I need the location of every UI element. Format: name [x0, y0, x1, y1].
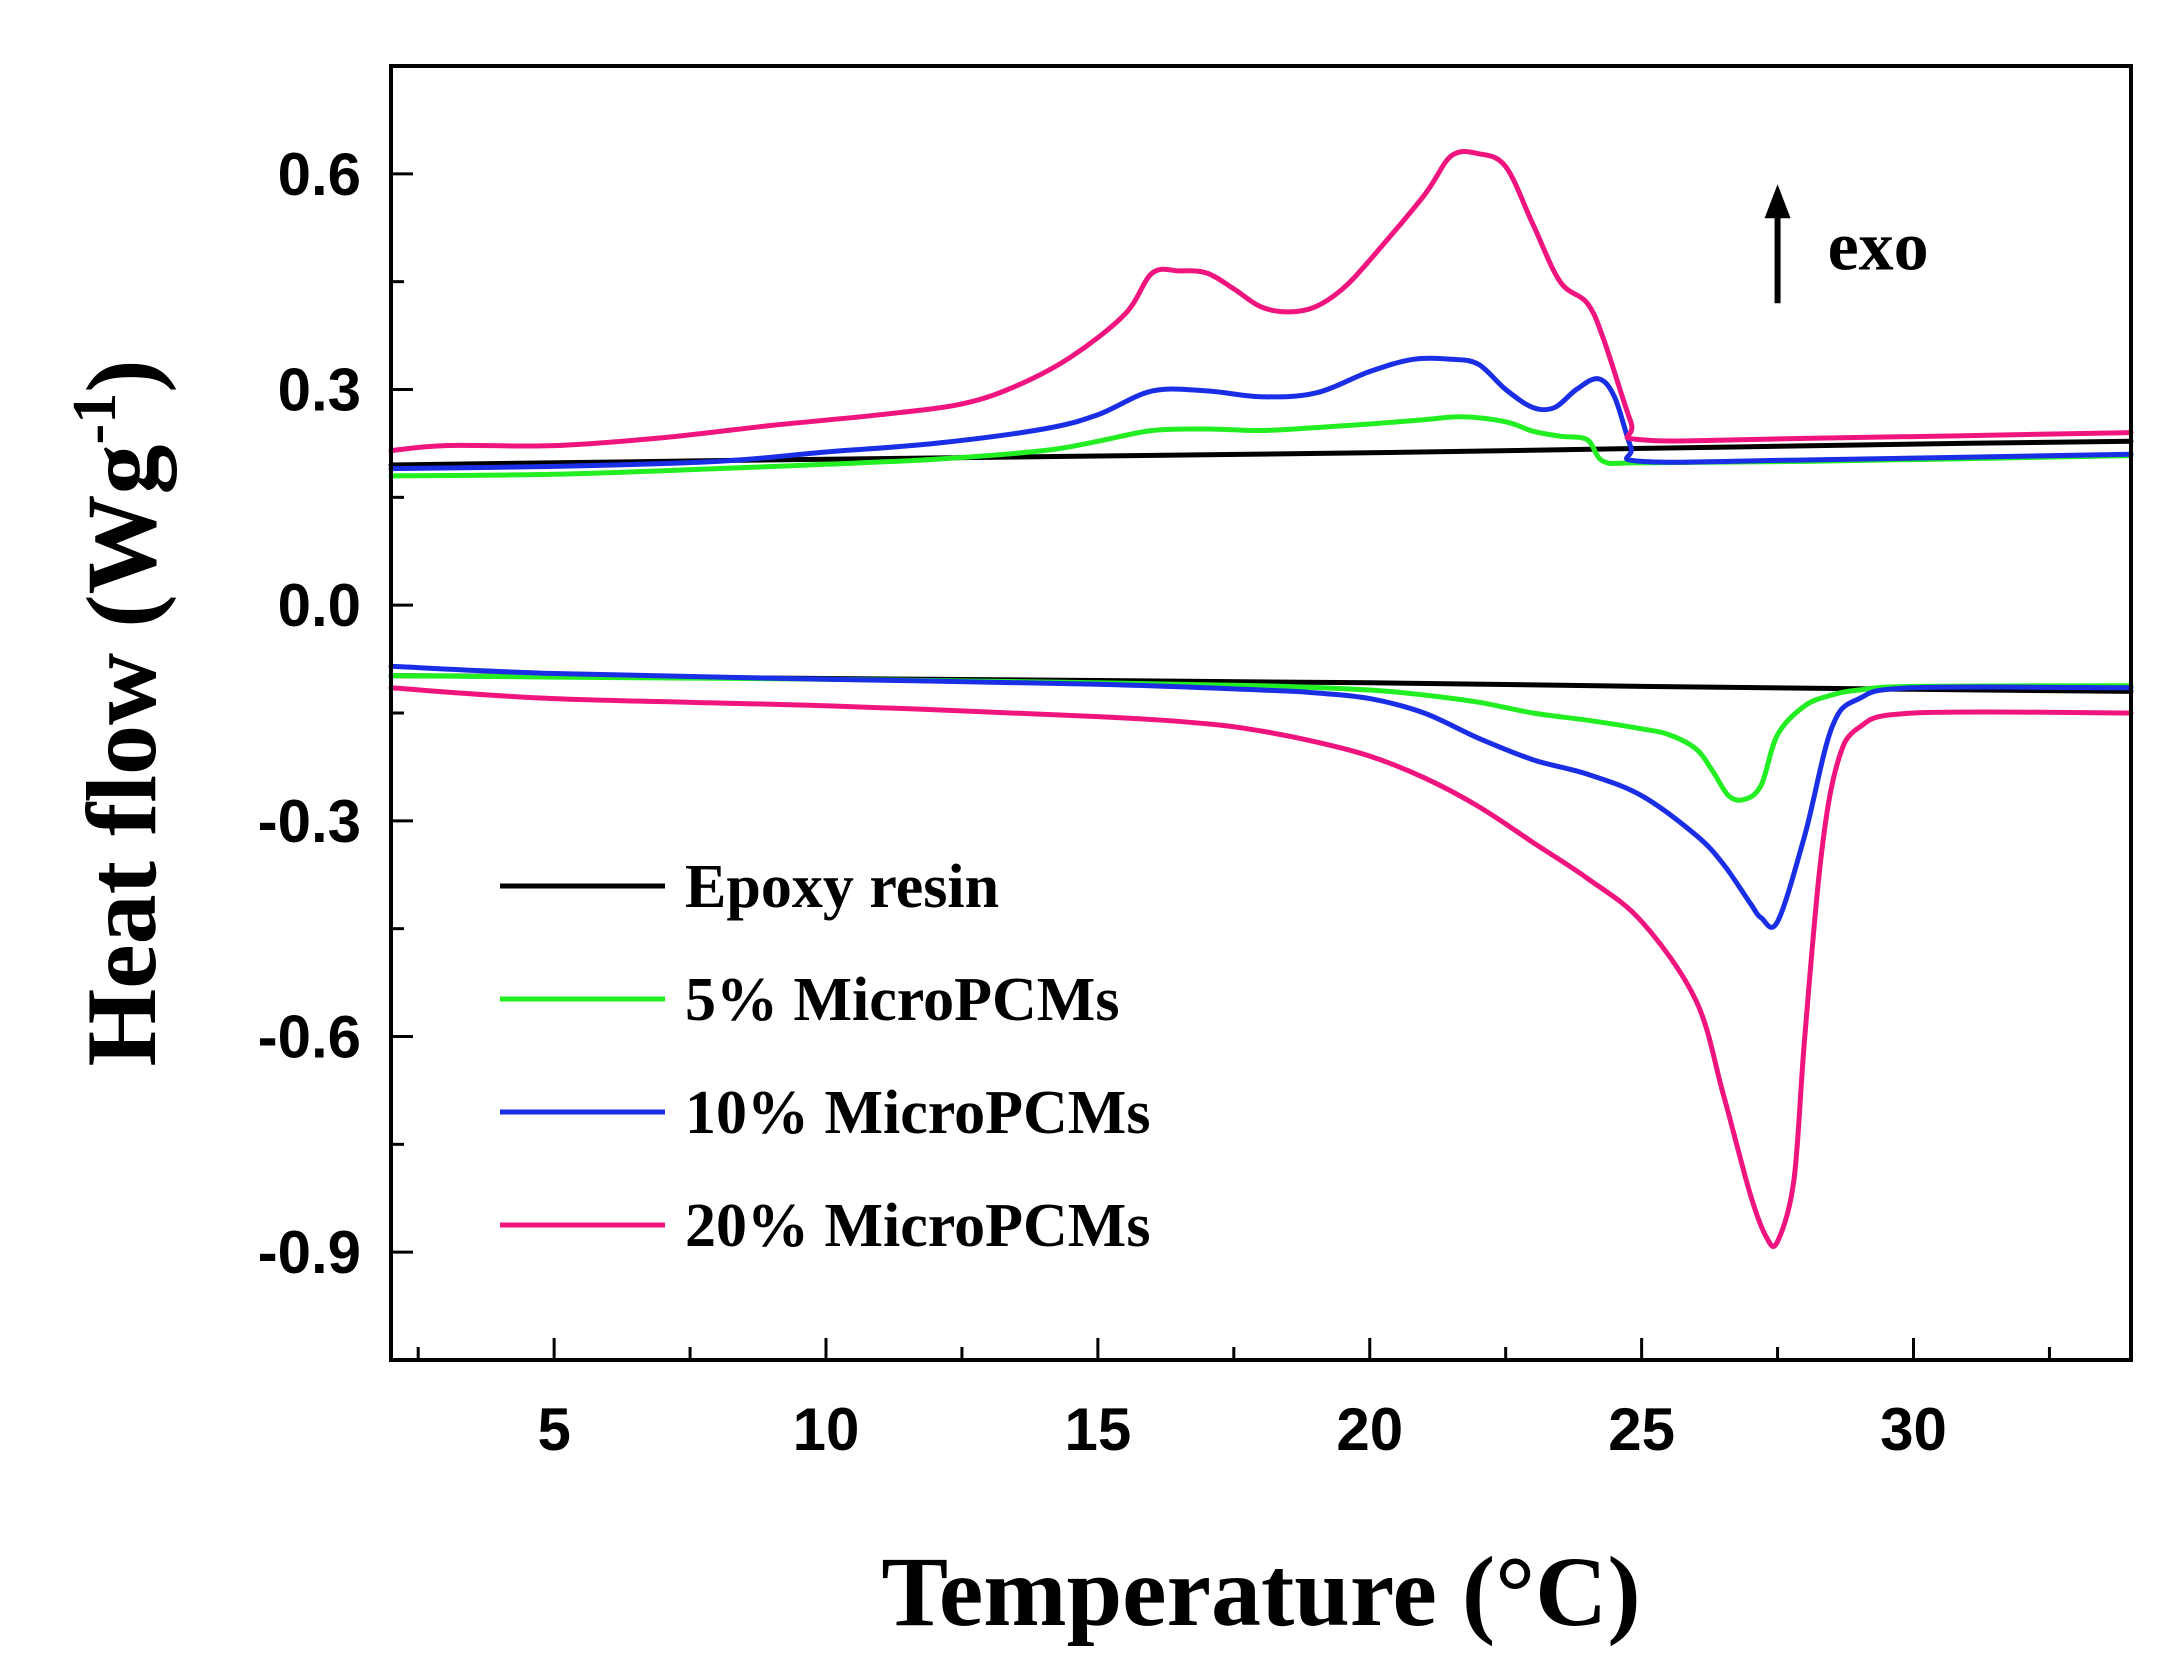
x-tick-label: 25	[1608, 1396, 1675, 1463]
legend-label-epoxy-resin: Epoxy resin	[685, 853, 999, 921]
y-axis-title-main: Heat flow (Wg	[66, 444, 177, 1066]
series-layer	[388, 149, 2134, 1250]
y-tick-label: 0.0	[278, 572, 361, 639]
y-tick-label: -0.9	[258, 1219, 361, 1286]
legend-label-20-micropcms: 20% MicroPCMs	[685, 1192, 1150, 1260]
x-tick-label: 10	[793, 1396, 860, 1463]
y-tick-label: 0.6	[278, 141, 361, 208]
y-tick-labels: 0.6 0.3 0.0 -0.3 -0.6 -0.9	[258, 141, 361, 1286]
axis-ticks	[391, 172, 2051, 1360]
x-tick-labels: 5 10 15 20 25 30	[537, 1396, 1946, 1463]
x-tick-label: 5	[537, 1396, 570, 1463]
series-line-20-micropcms-cooling	[388, 149, 2134, 454]
exo-annotation: exo	[1764, 184, 1929, 304]
legend: Epoxy resin 5% MicroPCMs 10% MicroPCMs 20% …	[500, 853, 1150, 1260]
series-line-10-micropcms-cooling	[388, 355, 2134, 472]
y-axis-title: Heat flow (Wg-1)	[61, 359, 177, 1066]
y-tick-label: -0.6	[258, 1004, 361, 1071]
x-tick-label: 15	[1065, 1396, 1132, 1463]
series-line-20-micropcms-heating	[388, 685, 2134, 1250]
plot-frame	[389, 64, 2133, 1362]
series-line-10-micropcms-heating	[388, 663, 2134, 930]
series-line-5-micropcms-cooling	[388, 414, 2134, 479]
y-axis-title-close: )	[66, 359, 177, 392]
x-axis-title: Temperature (°C)	[881, 1536, 1640, 1647]
x-tick-label: 30	[1880, 1396, 1947, 1463]
exo-label: exo	[1828, 209, 1929, 286]
x-tick-label: 20	[1336, 1396, 1403, 1463]
legend-label-10-micropcms: 10% MicroPCMs	[685, 1079, 1150, 1147]
y-axis-title-superscript: -1	[61, 393, 129, 445]
y-tick-label: 0.3	[278, 357, 361, 424]
exo-arrowhead-icon	[1764, 184, 1791, 219]
legend-label-5-micropcms: 5% MicroPCMs	[685, 966, 1119, 1034]
y-tick-label: -0.3	[258, 788, 361, 855]
